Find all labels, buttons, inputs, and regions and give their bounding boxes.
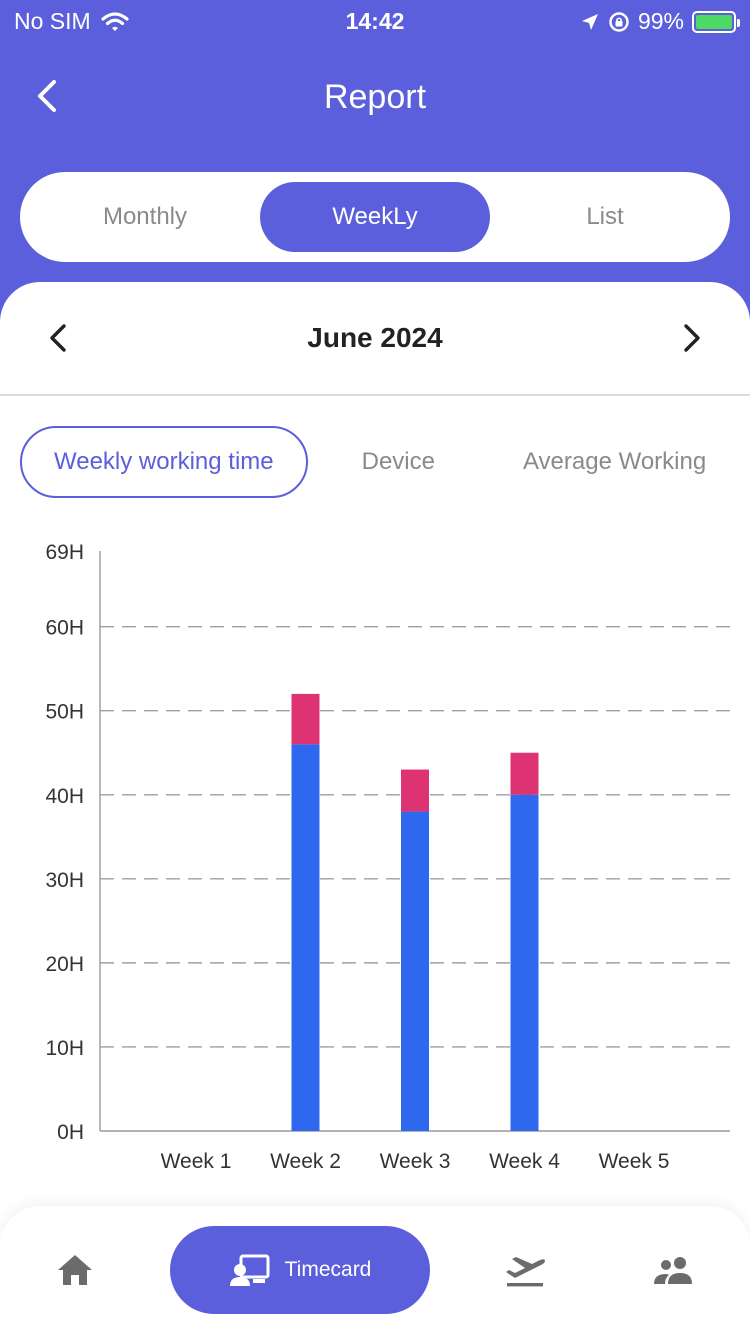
chevron-left-icon — [50, 324, 66, 352]
view-segmented-control: Monthly WeekLy List — [20, 172, 730, 262]
timecard-icon — [229, 1254, 270, 1286]
tab-average-working[interactable]: Average Working — [522, 448, 707, 475]
location-arrow-icon — [581, 13, 598, 30]
battery-percent: 99% — [637, 8, 684, 34]
x-tick-label: Week 1 — [161, 1150, 232, 1173]
people-icon — [654, 1257, 692, 1284]
content-card — [0, 282, 750, 1334]
month-navigator: June 2024 — [0, 282, 750, 396]
status-bar: No SIM 14:42 99% — [0, 0, 750, 40]
tab-weekly[interactable]: WeekLy — [260, 182, 490, 252]
bottom-navigation: Timecard — [0, 1206, 750, 1334]
metric-tabs: Weekly working time Device Average Working — [20, 426, 750, 500]
x-tick-label: Week 5 — [599, 1150, 670, 1173]
chevron-right-icon — [684, 324, 700, 352]
previous-month-button[interactable] — [38, 318, 78, 358]
y-tick-label: 40H — [45, 785, 84, 808]
status-time: 14:42 — [345, 8, 405, 34]
y-tick-label: 69H — [45, 541, 84, 564]
nav-home-button[interactable] — [40, 1226, 110, 1314]
wifi-icon — [101, 11, 129, 31]
page-title: Report — [323, 78, 427, 116]
orientation-lock-icon — [609, 11, 629, 32]
header: Report — [0, 60, 750, 134]
battery-icon — [692, 10, 740, 33]
bar-chart: 0H 10H 20H 30H 40H 50H 60H 69H Week 1 Week 2 Week … — [45, 541, 730, 1173]
flight-departure-icon — [506, 1257, 545, 1287]
tab-device[interactable]: Device — [361, 448, 435, 475]
y-tick-label: 10H — [45, 1037, 84, 1060]
y-tick-label: 50H — [45, 701, 84, 724]
bar-4-segment-1 — [510, 794, 539, 1131]
chevron-left-icon — [38, 80, 56, 112]
y-tick-label: 30H — [45, 869, 84, 892]
y-tick-label: 20H — [45, 953, 84, 976]
tab-weekly-working-time[interactable]: Weekly working time — [20, 426, 308, 498]
current-period-label: June 2024 — [307, 322, 443, 353]
bar-2-segment-2 — [291, 693, 320, 745]
bar-4-segment-2 — [510, 752, 539, 795]
bar-2-segment-1 — [291, 744, 320, 1131]
x-tick-label: Week 4 — [489, 1150, 560, 1173]
home-icon — [58, 1255, 92, 1285]
bar-3-segment-2 — [401, 769, 429, 812]
back-button[interactable] — [26, 74, 70, 118]
y-tick-label: 0H — [57, 1121, 84, 1144]
bar-3-segment-1 — [401, 811, 429, 1131]
y-tick-label: 60H — [45, 617, 84, 640]
next-month-button[interactable] — [672, 318, 712, 358]
weekly-working-time-chart: 0H 10H 20H 30H 40H 50H 60H 69H Week 1 Week 2 Week … — [0, 520, 750, 1180]
carrier-label: No SIM — [14, 8, 91, 34]
nav-timecard-label: Timecard — [284, 1258, 372, 1281]
nav-leave-button[interactable] — [490, 1226, 560, 1314]
x-tick-label: Week 2 — [270, 1150, 341, 1173]
tab-list[interactable]: List — [586, 203, 624, 230]
tab-monthly[interactable]: Monthly — [102, 203, 188, 230]
nav-team-button[interactable] — [638, 1226, 708, 1314]
nav-timecard-button[interactable]: Timecard — [170, 1226, 430, 1314]
x-tick-label: Week 3 — [380, 1150, 451, 1173]
